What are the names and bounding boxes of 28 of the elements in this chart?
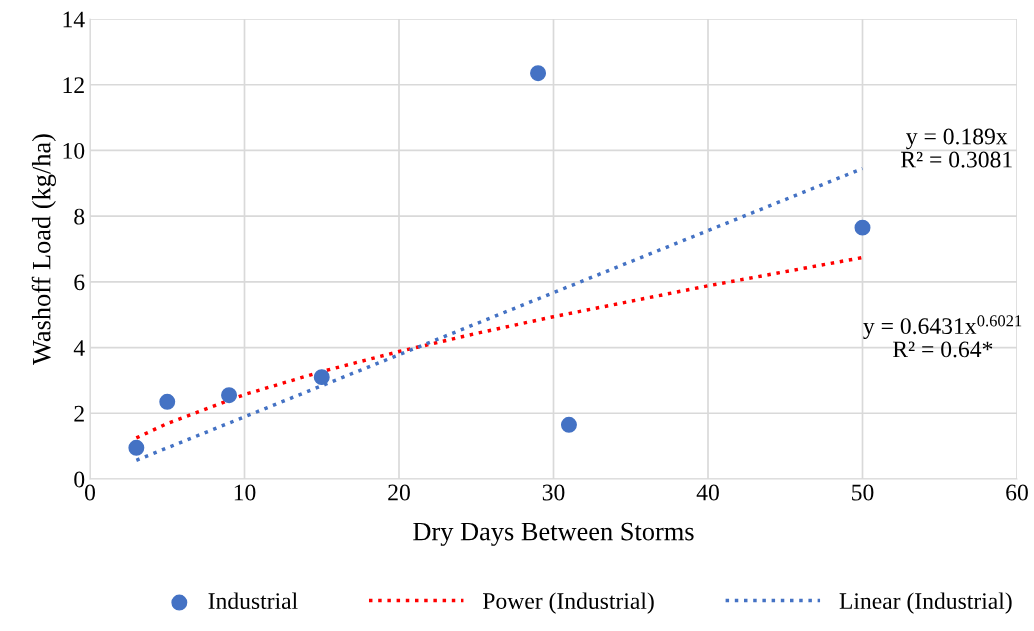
y-axis-title: Washoff Load (kg/ha) [31,134,56,365]
annotation: y = 0.189x R² = 0.3081 [900,128,1012,168]
x-tick-label: 60 [1006,484,1028,501]
x-tick-label: 40 [696,484,719,501]
y-tick-label: 14 [63,11,85,28]
x-tick-label: 30 [542,484,565,501]
x-tick-label: 20 [388,484,410,501]
point [560,416,577,433]
legend-label: Power (Industrial) [483,592,654,614]
point [530,65,547,82]
legend-label: Linear (Industrial) [839,592,1012,614]
x-axis-title: Dry Days Between Storms [413,522,694,546]
point [159,393,176,410]
annotation: y = 0.6431x$^{0.6021}$ R² = 0.64* [863,315,1022,358]
y-tick-label: 6 [74,274,85,291]
y-tick-label: 8 [74,208,85,225]
point [854,219,871,236]
y-tick-label: 4 [73,340,85,356]
point [128,439,145,456]
y-tick-label: 2 [74,405,84,422]
x-tick-label: 10 [234,484,256,501]
y-tick-label: 10 [63,142,85,159]
y-tick-label: 0 [74,471,85,488]
x-tick-label: 50 [852,484,874,501]
point [221,387,238,404]
y-tick-label: 12 [63,77,84,93]
point [313,369,330,386]
legend-label: Industrial [208,592,298,610]
